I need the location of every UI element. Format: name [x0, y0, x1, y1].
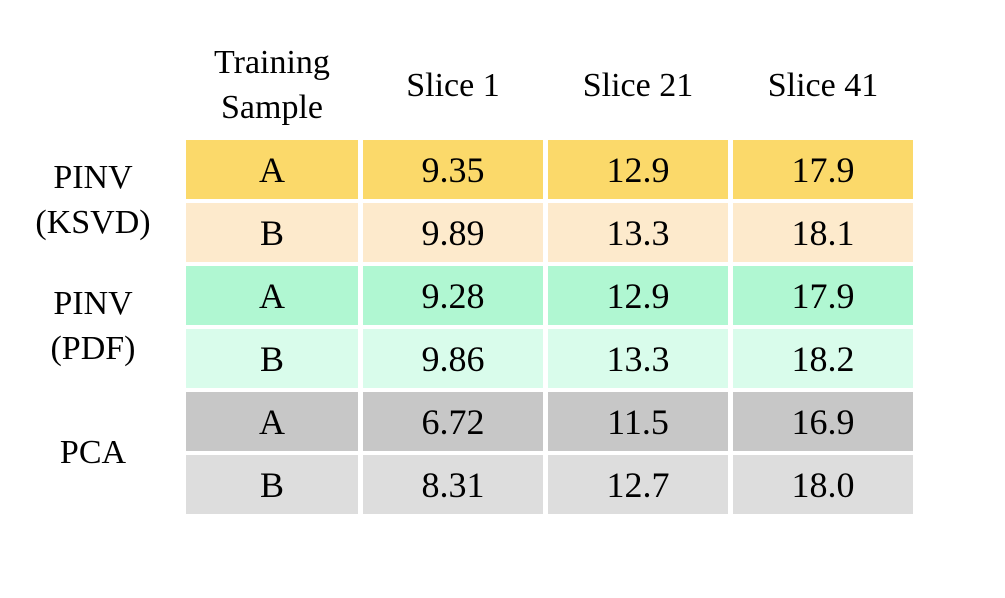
group-label-pinv-ksvd: PINV (KSVD): [35, 159, 151, 241]
cell-value-slice1: 8.31: [363, 455, 543, 514]
header-training-sample: Training Sample: [186, 36, 358, 136]
header-training-sample-label: Training Sample: [214, 44, 330, 126]
row-pca-b: B 8.31 12.7 18.0: [186, 455, 913, 514]
cell-sample: B: [186, 203, 358, 262]
header-slice-21-label: Slice 21: [582, 66, 694, 104]
cell-value-slice21: 11.5: [548, 392, 728, 451]
group-label-pca: PCA: [59, 433, 127, 471]
group-label-pinv-pdf: PINV (PDF): [50, 285, 136, 367]
cell-value-slice21: 12.7: [548, 455, 728, 514]
cell-value-slice41: 17.9: [733, 266, 913, 325]
cell-value-slice41: 16.9: [733, 392, 913, 451]
cell-value-slice1: 9.86: [363, 329, 543, 388]
table-header-row: Training Sample Slice 1 Slice 21 Slice 4…: [186, 36, 913, 136]
cell-sample: A: [186, 392, 358, 451]
row-pca-a: A 6.72 11.5 16.9: [186, 392, 913, 451]
table-body: A 9.35 12.9 17.9 B 9.89 13.3 18.1 A 9.28…: [186, 140, 913, 518]
cell-value-slice41: 18.2: [733, 329, 913, 388]
row-pinv-ksvd-a: A 9.35 12.9 17.9: [186, 140, 913, 199]
cell-value-slice21: 12.9: [548, 266, 728, 325]
cell-value-slice41: 17.9: [733, 140, 913, 199]
cell-value-slice1: 9.89: [363, 203, 543, 262]
cell-value-slice1: 6.72: [363, 392, 543, 451]
cell-sample: B: [186, 329, 358, 388]
header-slice-21: Slice 21: [548, 36, 728, 136]
cell-value-slice21: 12.9: [548, 140, 728, 199]
cell-value-slice1: 9.35: [363, 140, 543, 199]
cell-value-slice41: 18.1: [733, 203, 913, 262]
row-pinv-pdf-b: B 9.86 13.3 18.2: [186, 329, 913, 388]
header-slice-41-label: Slice 41: [767, 66, 879, 104]
cell-value-slice41: 18.0: [733, 455, 913, 514]
cell-value-slice21: 13.3: [548, 329, 728, 388]
cell-sample: A: [186, 266, 358, 325]
cell-value-slice1: 9.28: [363, 266, 543, 325]
header-slice-1-label: Slice 1: [406, 66, 500, 104]
cell-sample: A: [186, 140, 358, 199]
cell-value-slice21: 13.3: [548, 203, 728, 262]
row-pinv-pdf-a: A 9.28 12.9 17.9: [186, 266, 913, 325]
header-slice-1: Slice 1: [363, 36, 543, 136]
header-slice-41: Slice 41: [733, 36, 913, 136]
row-pinv-ksvd-b: B 9.89 13.3 18.1: [186, 203, 913, 262]
cell-sample: B: [186, 455, 358, 514]
